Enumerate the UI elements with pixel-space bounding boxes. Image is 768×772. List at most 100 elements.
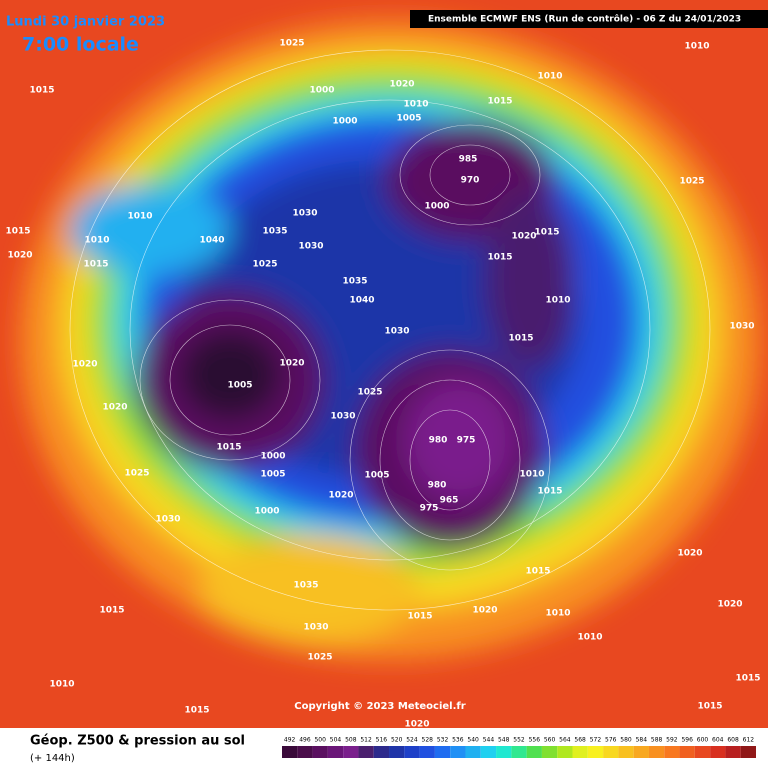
legend-swatch [541, 746, 558, 758]
pressure-label: 1015 [487, 97, 512, 107]
legend-tick-label: 536 [452, 737, 464, 744]
legend-tick-label: 544 [483, 737, 495, 744]
legend-swatch [603, 746, 619, 758]
footer-lead: (+ 144h) [30, 753, 75, 764]
legend-swatch [725, 746, 741, 758]
legend-swatch [633, 746, 649, 758]
legend-swatch [496, 746, 512, 758]
pressure-label: 1035 [342, 277, 367, 287]
date-label: Lundi 30 janvier 2023 [6, 15, 165, 30]
pressure-label: 1020 [72, 360, 97, 370]
pressure-label: 1020 [472, 606, 497, 616]
color-legend: 492 496 500 504 508 512 516 520 524 528 532 536 540 5… [282, 737, 756, 758]
pressure-label: 1015 [407, 612, 432, 622]
field-shading [20, 20, 760, 660]
legend-swatch [679, 746, 695, 758]
copyright: Copyright © 2023 Meteociel.fr [294, 701, 465, 712]
pressure-label: 1015 [29, 86, 54, 96]
pressure-label: 1030 [298, 242, 323, 252]
pressure-label: 1015 [487, 253, 512, 263]
legend-tick-label: 576 [605, 737, 617, 744]
pressure-label: 980 [429, 436, 448, 446]
pressure-label: 1015 [508, 334, 533, 344]
pressure-label: 975 [457, 436, 476, 446]
legend-swatch [312, 746, 328, 758]
pressure-label: 1015 [216, 443, 241, 453]
legend-tick-label: 508 [345, 737, 357, 744]
pressure-label: 1030 [384, 327, 409, 337]
pressure-label: 1000 [309, 86, 334, 96]
pressure-label: 1005 [364, 471, 389, 481]
pressure-label: 980 [428, 481, 447, 491]
legend-swatch [358, 746, 374, 758]
pressure-label: 1015 [83, 260, 108, 270]
pressure-label: 1015 [534, 228, 559, 238]
legend-swatch [434, 746, 451, 758]
pressure-labels: 1025 1015 1000 1020 1010 1010 1015 1010 1005 1000… [5, 39, 760, 730]
legend-tick-label: 560 [544, 737, 556, 744]
legend-swatch [450, 746, 466, 758]
pressure-label: 1040 [199, 236, 224, 246]
pressure-label: 1030 [330, 412, 355, 422]
pressure-label: 1000 [254, 507, 279, 517]
pressure-label: 1015 [735, 674, 760, 684]
legend-tick-label: 492 [284, 737, 296, 744]
legend-tick-label: 520 [391, 737, 403, 744]
pressure-label: 1025 [307, 653, 332, 663]
legend-tick-label: 580 [620, 737, 632, 744]
run-box [410, 10, 768, 28]
legend-tick-label: 528 [422, 737, 434, 744]
legend-tick-label: 608 [727, 737, 739, 744]
pressure-label: 1030 [729, 322, 754, 332]
pressure-label: 1025 [124, 469, 149, 479]
pressure-label: 1010 [49, 680, 74, 690]
legend-swatch [710, 746, 726, 758]
pressure-label: 1020 [7, 251, 32, 261]
legend-swatch [572, 746, 588, 758]
legend-swatch [419, 746, 435, 758]
pressure-label: 1025 [279, 39, 304, 49]
pressure-label: 1010 [684, 42, 709, 52]
pressure-label: 965 [440, 496, 459, 506]
legend-tick-label: 548 [498, 737, 510, 744]
pressure-label: 1025 [252, 260, 277, 270]
legend-tick-label: 524 [406, 737, 418, 744]
legend-swatch [282, 746, 298, 758]
legend-tick-label: 588 [651, 737, 663, 744]
legend-tick-label: 612 [743, 737, 755, 744]
pressure-label: 1010 [545, 296, 570, 306]
legend-tick-label: 556 [529, 737, 541, 744]
legend-tick-label: 532 [437, 737, 449, 744]
legend-swatch [297, 746, 313, 758]
pressure-label: 1020 [328, 491, 353, 501]
pressure-label: 1015 [99, 606, 124, 616]
pressure-label: 1005 [227, 381, 252, 391]
pressure-label: 1010 [84, 236, 109, 246]
pressure-label: 1020 [102, 403, 127, 413]
pressure-label: 1015 [697, 702, 722, 712]
legend-swatch [526, 746, 542, 758]
legend-swatch [404, 746, 420, 758]
pressure-label: 1035 [262, 227, 287, 237]
pressure-label: 1020 [389, 80, 414, 90]
legend-swatch [373, 746, 390, 758]
pressure-label: 1020 [279, 359, 304, 369]
pressure-label: 1030 [303, 623, 328, 633]
pressure-label: 1020 [677, 549, 702, 559]
pressure-label: 1010 [537, 72, 562, 82]
legend-tick-label: 496 [299, 737, 311, 744]
pressure-label: 1015 [525, 567, 550, 577]
pressure-label: 1025 [679, 177, 704, 187]
legend-swatch [587, 746, 604, 758]
legend-tick-label: 596 [681, 737, 693, 744]
pressure-label: 1000 [332, 117, 357, 127]
legend-swatch [618, 746, 634, 758]
pressure-label: 1010 [545, 609, 570, 619]
pressure-label: 1005 [260, 470, 285, 480]
legend-tick-label: 540 [467, 737, 479, 744]
legend-tick-label: 504 [330, 737, 342, 744]
legend-swatch [327, 746, 344, 758]
pressure-label: 1010 [577, 633, 602, 643]
legend-tick-label: 516 [376, 737, 388, 744]
legend-tick-label: 564 [559, 737, 571, 744]
